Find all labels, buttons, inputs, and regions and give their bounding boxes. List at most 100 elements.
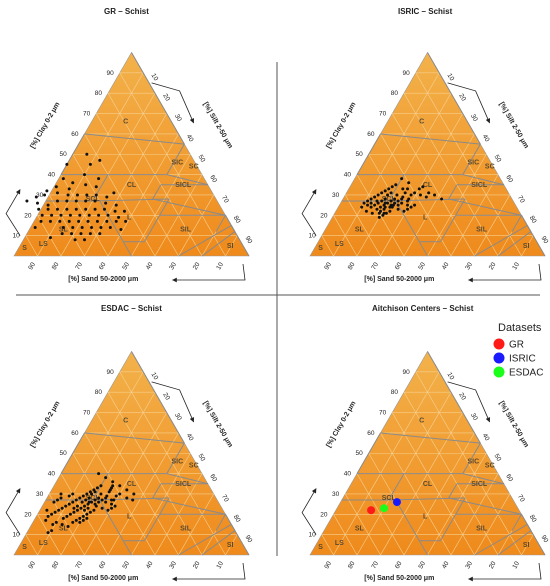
class-boundary — [99, 200, 124, 243]
clay-tick-label: 10 — [13, 233, 21, 240]
sample-point — [60, 232, 64, 236]
sample-point — [406, 187, 410, 191]
sample-point — [389, 199, 393, 203]
sample-point — [74, 518, 78, 522]
silt-tick-label: 30 — [469, 412, 479, 422]
sample-point — [83, 173, 86, 177]
silt-tick-label: 60 — [504, 174, 514, 184]
class-boundary — [215, 514, 226, 531]
silt-direction-arrow — [151, 381, 195, 423]
sample-point — [93, 207, 97, 211]
class-boundary — [230, 225, 238, 236]
silt-tick-label: 80 — [528, 514, 538, 524]
class-boundary — [166, 143, 185, 175]
class-label-s: S — [22, 245, 27, 252]
sand-axis-label: [%] Sand 50-2000 μm — [364, 575, 434, 582]
sand-tick-label: 10 — [215, 261, 225, 271]
sample-point — [74, 207, 78, 211]
class-label-sl: SL — [59, 227, 69, 234]
sample-point — [40, 213, 44, 217]
class-boundary — [532, 534, 546, 556]
class-boundary — [131, 351, 185, 444]
class-label-sic: SIC — [467, 159, 479, 166]
class-label-si: SI — [227, 542, 234, 549]
sample-point — [54, 520, 58, 524]
silt-tick-label: 90 — [540, 235, 550, 245]
silt-tick-label: 30 — [469, 113, 479, 123]
clay-tick-label: 70 — [379, 410, 387, 417]
grid-line — [95, 113, 179, 257]
sample-point — [97, 496, 101, 500]
sample-point — [383, 205, 387, 209]
grid-line — [225, 235, 238, 257]
sample-point — [125, 496, 129, 500]
sample-point — [61, 516, 65, 520]
sample-point — [80, 226, 84, 230]
class-boundary — [230, 524, 238, 535]
sample-point — [97, 472, 101, 476]
grid-line — [225, 534, 238, 556]
sample-point — [77, 219, 81, 223]
sample-point — [113, 504, 117, 508]
sand-direction-arrow — [172, 562, 246, 582]
sample-point — [388, 205, 392, 209]
class-boundary — [448, 483, 458, 499]
class-boundary — [388, 198, 466, 202]
silt-tick-label: 50 — [493, 154, 503, 164]
clay-tick-label: 40 — [344, 172, 352, 179]
clay-direction-arrow — [301, 488, 317, 535]
sample-point — [74, 199, 78, 203]
sample-point — [99, 226, 103, 230]
clay-tick-label: 40 — [48, 172, 56, 179]
sand-tick-label: 80 — [347, 560, 357, 570]
clay-tick-label: 20 — [24, 212, 32, 219]
sample-point — [97, 177, 101, 181]
sample-point — [81, 494, 85, 498]
sample-point — [88, 162, 92, 166]
silt-tick-label: 20 — [161, 392, 171, 402]
class-label-sc: SC — [485, 163, 495, 170]
class-label-s: S — [318, 544, 323, 551]
sample-point — [90, 226, 94, 230]
sample-point — [78, 213, 82, 217]
class-label-sicl: SICL — [175, 182, 192, 189]
class-label-sl: SL — [355, 526, 365, 533]
class-boundary — [380, 133, 481, 145]
grid-line — [521, 534, 534, 556]
sample-point — [111, 480, 115, 484]
sample-point — [394, 183, 398, 187]
sample-point — [110, 506, 114, 510]
sample-point — [395, 193, 399, 197]
sand-tick-label: 40 — [145, 560, 155, 570]
sample-point — [383, 189, 387, 193]
class-label-l: L — [423, 214, 428, 221]
sample-point — [52, 500, 56, 504]
sample-point — [427, 191, 431, 195]
legend-marker-gr — [493, 338, 505, 350]
sample-point — [44, 518, 48, 522]
clay-axis-label: [%] Clay 0-2 μm — [325, 400, 357, 449]
sample-point — [68, 213, 72, 217]
sample-point — [67, 219, 71, 223]
sand-direction-arrow — [468, 263, 542, 283]
grid-line — [344, 194, 381, 257]
sample-point — [373, 195, 377, 199]
silt-direction-arrow — [447, 381, 491, 423]
grid-line — [84, 113, 168, 257]
sand-direction-arrow — [468, 562, 542, 582]
grid-line — [84, 412, 168, 556]
silt-tick-label: 70 — [516, 493, 526, 503]
legend-label-isric: ISRIC — [509, 354, 536, 365]
sample-point — [409, 193, 413, 197]
silt-tick-label: 70 — [220, 493, 230, 503]
sand-tick-label: 90 — [27, 560, 37, 570]
sample-point — [75, 504, 79, 508]
class-label-scl: SCL — [382, 196, 397, 203]
class-label-sicl: SICL — [471, 182, 488, 189]
silt-tick-label: 20 — [457, 392, 467, 402]
sample-point — [84, 183, 88, 187]
sand-tick-label: 50 — [417, 261, 427, 271]
sample-point — [391, 203, 395, 207]
class-label-ls: LS — [335, 241, 344, 248]
sample-point — [119, 228, 123, 232]
